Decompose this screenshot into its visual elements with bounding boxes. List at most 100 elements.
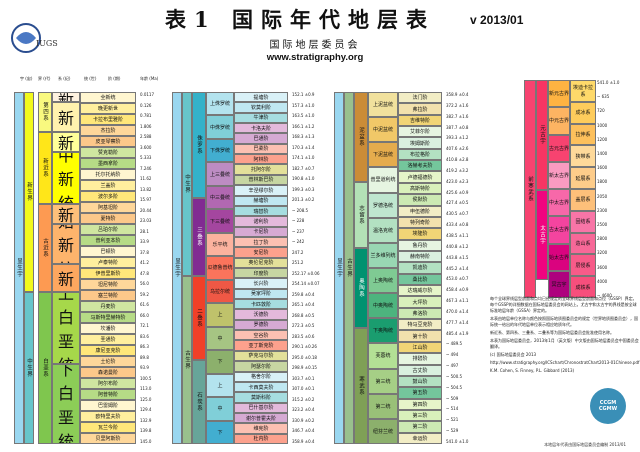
series-cell[interactable]: 瓜德鲁普统 [206,256,234,280]
system-cell[interactable]: 拉伸系 [570,123,596,146]
stage-cell[interactable]: 阿尔布阶 [80,378,136,389]
system-cell[interactable]: 成铁系 [570,276,596,298]
system-quaternary[interactable]: 第四系 [38,92,52,132]
stage-cell[interactable]: 托尔托纳阶 [80,169,136,180]
stage-cell[interactable]: 弗拉阶 [398,103,442,115]
stage-cell[interactable]: 安尼阶 [234,247,288,258]
era-cell[interactable]: 古太古界 [548,216,570,244]
series-cell[interactable]: 下三叠统 [206,209,234,233]
stage-cell[interactable]: 亚丁斯克阶 [234,340,288,351]
stage-cell[interactable]: 凯迪阶 [398,262,442,274]
stage-cell[interactable]: 森诺曼阶 [80,367,136,378]
stage-cell[interactable]: 江山阶 [398,341,442,354]
eon-phanerozoic-3[interactable]: 显生宇 [334,92,344,444]
stage-cell[interactable]: 瓦兰今阶 [80,422,136,433]
stage-cell[interactable]: 夏特阶 [80,213,136,224]
stage-cell[interactable]: 卢泰特阶 [80,257,136,268]
system-triassic[interactable]: 三叠系 [192,198,206,276]
stage-cell[interactable]: 侯默阶 [398,194,442,206]
stage-cell[interactable]: 吉维特阶 [398,114,442,127]
stage-cell[interactable]: 第三阶 [398,409,442,422]
stage-cell[interactable]: 塞兰特阶 [80,290,136,301]
series-miocene[interactable]: 中新统 [52,152,80,204]
stage-cell[interactable]: 吕珀尔阶 [80,224,136,235]
stage-cell[interactable]: 申伍德阶 [398,205,442,217]
stage-cell[interactable]: 墨西拿阶 [80,158,136,169]
stage-cell[interactable]: 长兴阶 [234,278,288,289]
stage-cell[interactable]: 阿林阶 [234,154,288,165]
stage-cell[interactable]: 罗德阶 [234,319,288,331]
stage-cell[interactable]: 瑞替阶 [234,205,288,217]
system-cell[interactable]: 固结系 [570,210,596,233]
stage-cell[interactable]: 巴雷姆阶 [80,400,136,411]
series-pleistocene[interactable]: 更新统 [52,102,80,132]
era-cell[interactable]: 新太古界 [548,161,570,189]
system-cell[interactable]: 狭带系 [570,145,596,168]
era-cell[interactable]: 古元古界 [548,134,570,162]
series-cell[interactable]: 普里道利统 [368,167,398,193]
series-cell[interactable]: 下 [206,420,234,444]
stage-cell[interactable]: 卡尼阶 [234,226,288,237]
era-cell[interactable]: 新元古界 [548,80,570,108]
system-cambrian[interactable]: 寒武系 [354,328,368,444]
eon-phanerozoic[interactable]: 显生宇 [14,92,24,444]
stage-cell[interactable]: 杜内阶 [234,433,288,444]
stage-cell[interactable]: 萨克马尔阶 [234,350,288,362]
series-cell[interactable]: 上侏罗统 [206,92,234,116]
stage-cell[interactable]: 阿基坦阶 [80,202,136,213]
stage-cell[interactable]: 特马豆克阶 [398,319,442,331]
stage-cell[interactable]: 鲁丹阶 [398,239,442,251]
era-mesozoic[interactable]: 中生界 [182,92,192,276]
system-cell[interactable]: 盖层系 [570,189,596,211]
stage-cell[interactable]: 卡拉布里雅阶 [80,114,136,125]
era-cell[interactable]: 中元古界 [548,107,570,135]
stage-cell[interactable]: 布拉格阶 [398,148,442,161]
stage-cell[interactable]: 马斯特里赫特阶 [80,312,136,323]
series-cell[interactable]: 上 [206,373,234,398]
series-cell[interactable]: 纽芬兰统 [368,418,398,444]
era-cell[interactable]: 中太古界 [548,189,570,217]
stage-cell[interactable]: 第四阶 [398,398,442,410]
stage-cell[interactable]: 桑比阶 [398,273,442,286]
stage-cell[interactable]: 大坪阶 [398,296,442,308]
stage-cell[interactable]: 皮亚琴察阶 [80,136,136,147]
series-cell[interactable]: 下泥盆统 [368,142,398,168]
system-cell[interactable]: 延展系 [570,167,596,189]
system-silurian[interactable]: 志留系 [354,182,368,248]
series-oligocene[interactable]: 渐新统 [52,204,80,224]
series-cell[interactable]: 中泥盆统 [368,117,398,143]
stage-cell[interactable]: 钦莫利阶 [234,102,288,113]
stage-cell[interactable]: 第十阶 [398,330,442,342]
series-eocene[interactable]: 始新统 [52,224,80,264]
stage-cell[interactable]: 奥伦尼克阶 [234,257,288,268]
stage-cell[interactable]: 第二阶 [398,421,442,433]
stage-cell[interactable]: 埃姆斯阶 [398,137,442,149]
stage-cell[interactable]: 坎潘阶 [80,323,136,334]
stage-cell[interactable]: 巴通阶 [234,133,288,144]
series-cell[interactable]: 乐平统 [206,232,234,257]
stage-cell[interactable]: 第五阶 [398,387,442,399]
series-cell[interactable]: 中三叠统 [206,185,234,210]
series-cell[interactable]: 中侏罗统 [206,115,234,139]
stage-cell[interactable]: 艾菲尔阶 [398,126,442,138]
stage-cell[interactable]: 托阿尔阶 [234,164,288,175]
stage-cell[interactable]: 土伦阶 [80,356,136,367]
stage-cell[interactable]: 诺利阶 [234,216,288,227]
series-cell[interactable]: 罗德洛统 [368,192,398,218]
system-cell[interactable]: 造山系 [570,232,596,255]
series-cell[interactable]: 兰多维列统 [368,242,398,268]
stage-cell[interactable]: 法门阶 [398,92,442,104]
era-cell[interactable]: 冥古宇 [548,270,570,298]
stage-cell[interactable]: 空谷阶 [234,330,288,341]
stage-cell[interactable]: 巴顿阶 [80,246,136,257]
stage-cell[interactable]: 埃隆阶 [398,228,442,240]
stage-cell[interactable]: 牛津阶 [234,112,288,124]
stage-cell[interactable]: 巴柔阶 [234,143,288,155]
series-cell[interactable]: 第三统 [368,368,398,394]
series-cell[interactable]: 上奥陶统 [368,268,398,294]
system-permian[interactable]: 二叠系 [192,276,206,360]
stage-cell[interactable]: 巴什基尔阶 [234,402,288,413]
system-neogene[interactable]: 新近系 [38,132,52,204]
series-lower-cretaceous[interactable]: 下白垩统 [52,364,80,444]
eon-archean[interactable]: 太古宇 [536,190,548,280]
